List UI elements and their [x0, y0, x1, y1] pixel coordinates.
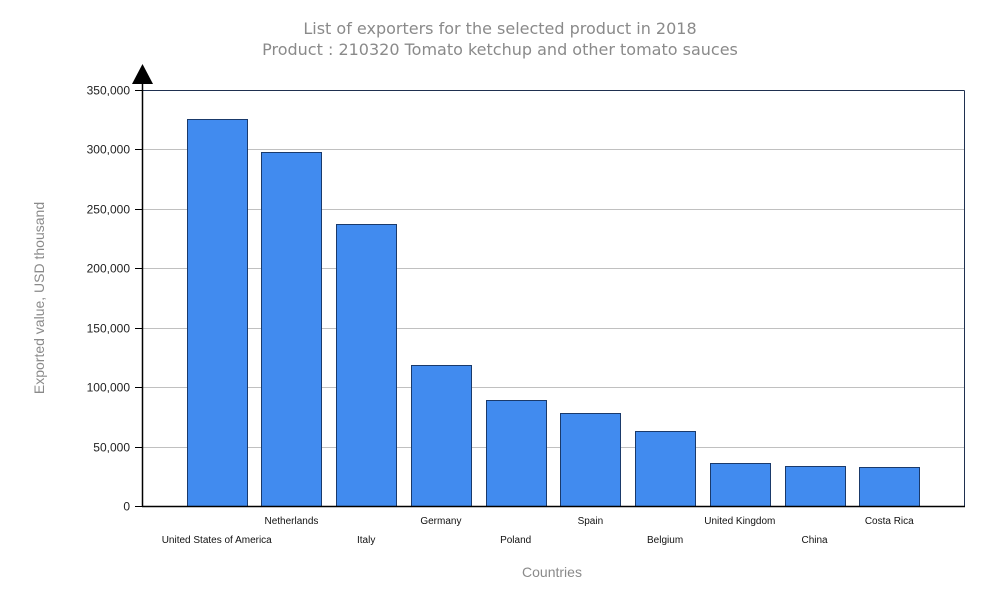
- x-tick-label: Belgium: [647, 535, 683, 546]
- bars: [187, 119, 920, 507]
- bar[interactable]: [560, 413, 621, 507]
- x-axis-title: Countries: [522, 564, 582, 580]
- y-tick-label: 300,000: [87, 143, 131, 157]
- x-tick-label: Netherlands: [264, 516, 318, 527]
- y-tick-label: 200,000: [87, 262, 131, 276]
- bar[interactable]: [859, 467, 920, 507]
- y-tick-label: 50,000: [93, 441, 130, 455]
- chart-subtitle: Product : 210320 Tomato ketchup and othe…: [262, 40, 738, 59]
- x-tick-label: United States of America: [162, 535, 272, 546]
- y-tick-label: 250,000: [87, 203, 131, 217]
- y-tick-label: 350,000: [87, 84, 131, 98]
- x-tick-label: China: [801, 535, 828, 546]
- bar[interactable]: [261, 152, 322, 507]
- bar[interactable]: [187, 119, 248, 507]
- x-tick-label: Poland: [500, 535, 531, 546]
- chart-title: List of exporters for the selected produ…: [303, 19, 697, 38]
- y-tick-label: 0: [123, 500, 130, 514]
- y-axis-ticks: 0 50,000 100,000 150,000 200,000 250,000 300,0…: [87, 84, 142, 514]
- y-axis-arrow-icon: [132, 64, 153, 84]
- bar[interactable]: [710, 463, 771, 507]
- x-tick-label: Italy: [357, 535, 375, 546]
- x-tick-label: Costa Rica: [865, 516, 914, 527]
- y-tick-label: 100,000: [87, 381, 131, 395]
- bar[interactable]: [336, 224, 397, 507]
- x-tick-label: Germany: [420, 516, 461, 527]
- x-tick-label: Spain: [578, 516, 604, 527]
- y-tick-label: 150,000: [87, 322, 131, 336]
- plot-frame: [132, 64, 965, 508]
- x-tick-label: United Kingdom: [704, 516, 775, 527]
- x-axis-labels: United States of America Netherlands Italy…: [162, 516, 914, 546]
- bar[interactable]: [411, 365, 472, 507]
- bar[interactable]: [486, 400, 547, 507]
- bar[interactable]: [635, 431, 696, 507]
- bar[interactable]: [785, 466, 846, 507]
